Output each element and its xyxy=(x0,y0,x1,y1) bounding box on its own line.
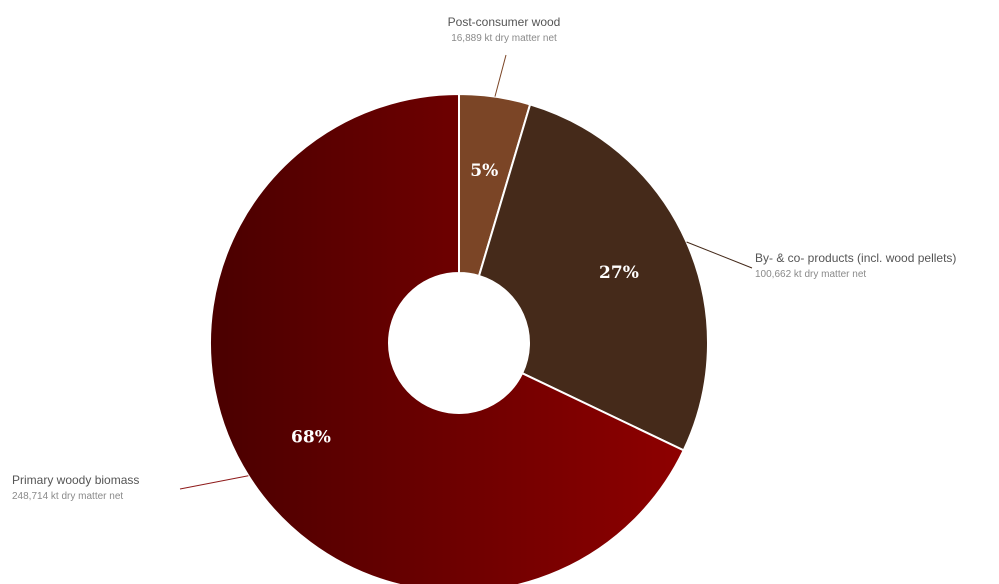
percent-label-by-co-products: 27% xyxy=(599,263,639,283)
leader-line-primary-woody-biomass xyxy=(179,475,249,490)
label-primary-woody-biomass-name: Primary woody biomass xyxy=(12,473,139,487)
slice-by-co-products[interactable] xyxy=(477,103,709,452)
label-by-co-products-value: 100,662 kt dry matter net xyxy=(755,269,866,280)
leader-line-post-consumer-wood xyxy=(494,54,507,97)
label-by-co-products-name: By- & co- products (incl. wood pellets) xyxy=(755,251,956,265)
label-primary-woody-biomass-value: 248,714 kt dry matter net xyxy=(12,491,123,502)
label-post-consumer-wood: Post-consumer wood 16,889 kt dry matter … xyxy=(448,15,561,44)
leader-line-by-co-products xyxy=(686,241,753,269)
label-by-co-products: By- & co- products (incl. wood pellets) … xyxy=(755,251,956,280)
percent-label-primary-woody-biomass: 68% xyxy=(291,427,331,447)
label-post-consumer-wood-value: 16,889 kt dry matter net xyxy=(451,33,557,44)
label-post-consumer-wood-name: Post-consumer wood xyxy=(448,15,561,29)
label-primary-woody-biomass: Primary woody biomass 248,714 kt dry mat… xyxy=(12,473,139,502)
percent-label-post-consumer-wood: 5% xyxy=(470,161,498,181)
slice-primary-woody-biomass[interactable] xyxy=(209,92,686,584)
